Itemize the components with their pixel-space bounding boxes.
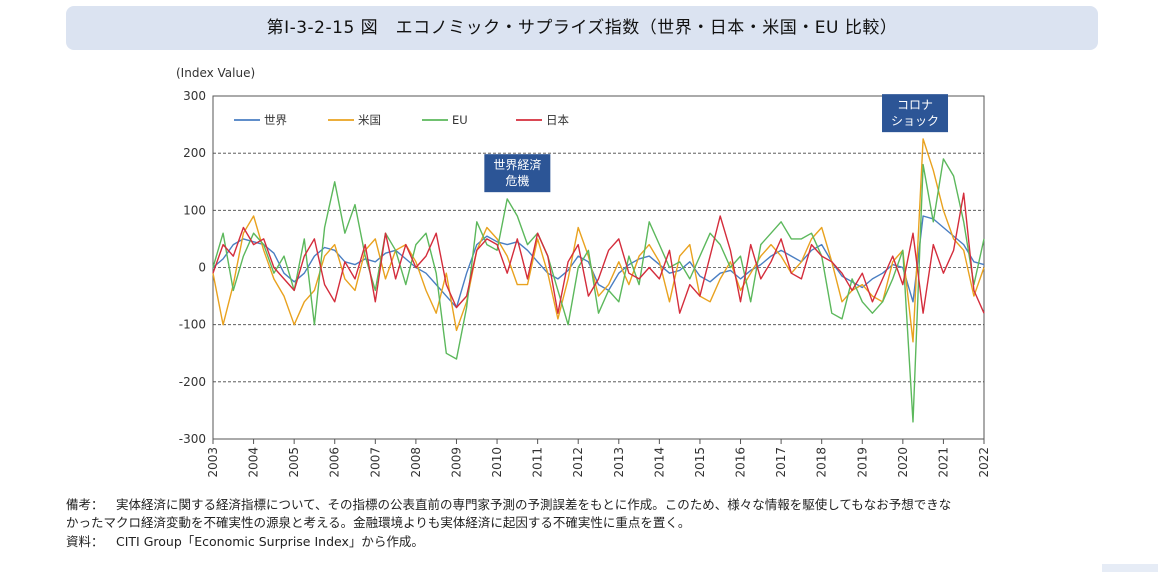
x-tick-label: 2014 xyxy=(652,447,666,478)
page-edge-tab xyxy=(1102,564,1158,572)
legend-label-world: 世界 xyxy=(264,113,287,127)
series-line-us xyxy=(212,138,985,343)
x-tick-label: 2010 xyxy=(490,447,504,478)
annotation-box-0 xyxy=(484,154,551,193)
x-tick-label: 2006 xyxy=(328,447,342,478)
x-tick-label: 2016 xyxy=(734,447,748,478)
x-tick-label: 2012 xyxy=(571,447,585,478)
note-bikou-label: 備考： xyxy=(66,497,104,512)
x-tick-label: 2004 xyxy=(247,447,261,478)
annotation-text: 世界経済 xyxy=(493,157,541,172)
x-tick-label: 2017 xyxy=(774,447,788,478)
chart-title: 第Ⅰ-3-2-15 図 エコノミック・サプライズ指数（世界・日本・米国・EU 比… xyxy=(266,18,898,38)
note-bikou-text-2: かったマクロ経済変動を不確実性の源泉と考える。金融環境よりも実体経済に起因する不… xyxy=(66,515,691,530)
x-tick-label: 2022 xyxy=(977,447,991,478)
annotation-box-1 xyxy=(882,94,949,133)
series-line-japan xyxy=(212,192,985,314)
x-tick-label: 2019 xyxy=(855,447,869,478)
annotation-text: ショック xyxy=(891,114,939,128)
x-tick-label: 2013 xyxy=(612,447,626,478)
x-tick-label: 2005 xyxy=(287,447,301,478)
y-tick-label: -100 xyxy=(179,318,206,332)
note-shiryo-label: 資料： xyxy=(66,534,104,549)
title-bar: 第Ⅰ-3-2-15 図 エコノミック・サプライズ指数（世界・日本・米国・EU 比… xyxy=(66,6,1098,50)
legend-label-us: 米国 xyxy=(358,113,381,127)
x-tick-label: 2009 xyxy=(449,447,463,478)
y-tick-label: 0 xyxy=(198,261,206,275)
series-line-eu xyxy=(212,158,985,423)
x-tick-label: 2018 xyxy=(815,447,829,478)
y-tick-label: 100 xyxy=(183,203,206,217)
x-tick-label: 2021 xyxy=(936,447,950,478)
legend-label-eu: EU xyxy=(452,113,468,127)
x-tick-label: 2015 xyxy=(693,447,707,478)
x-tick-label: 2020 xyxy=(896,447,910,478)
annotation-text: 危機 xyxy=(505,173,529,188)
line-chart: -300 -200 -100 0 100 200 300 2003 2004 2005 2006 20… xyxy=(179,89,991,478)
y-tick-label: -300 xyxy=(179,432,206,446)
annotation-text: コロナ xyxy=(897,98,933,112)
x-tick-label: 2011 xyxy=(531,447,545,478)
x-tick-label: 2003 xyxy=(206,447,220,478)
x-tick-label: 2007 xyxy=(368,447,382,478)
y-tick-label: 300 xyxy=(183,89,206,103)
note-bikou-line1: 備考： 実体経済に関する経済指標について、その指標の公表直前の専門家予測の予測誤差… xyxy=(66,496,951,514)
legend-label-japan: 日本 xyxy=(546,113,569,127)
y-tick-label: 200 xyxy=(183,146,206,160)
note-shiryo: 資料： CITI Group「Economic Surprise Index」から… xyxy=(66,533,424,551)
note-shiryo-text: CITI Group「Economic Surprise Index」から作成。 xyxy=(116,534,424,549)
y-tick-label: -200 xyxy=(179,375,206,389)
note-bikou-text-1: 実体経済に関する経済指標について、その指標の公表直前の専門家予測の予測誤差をもと… xyxy=(116,497,952,512)
x-tick-label: 2008 xyxy=(409,447,423,478)
y-axis-label: (Index Value) xyxy=(176,66,256,80)
